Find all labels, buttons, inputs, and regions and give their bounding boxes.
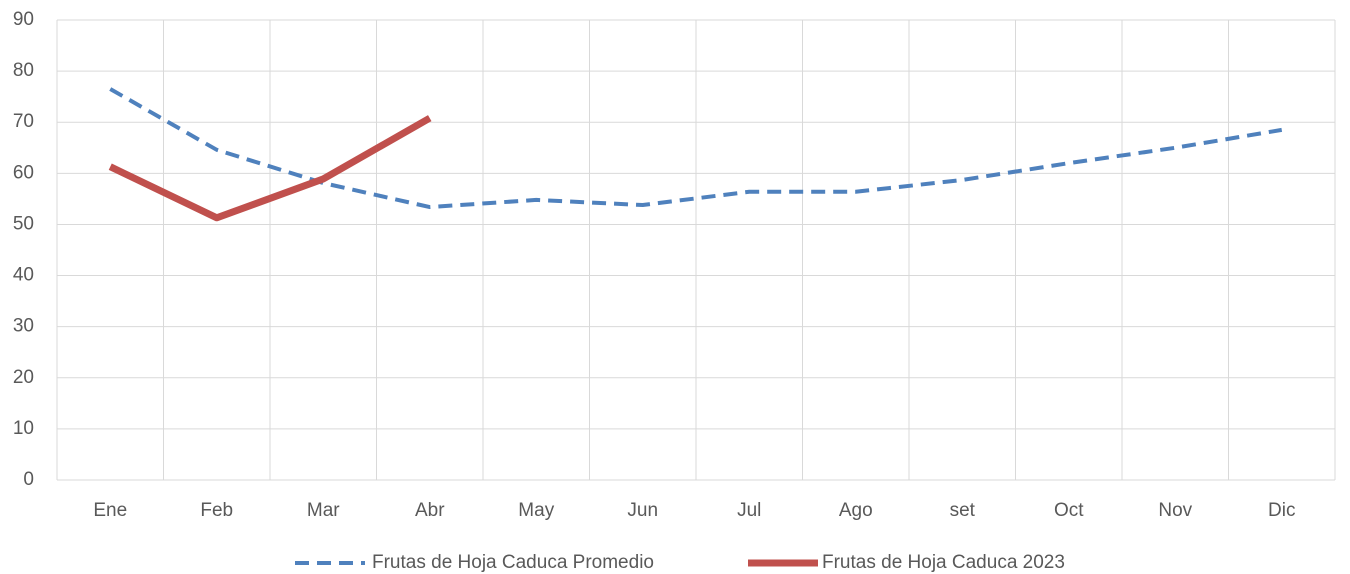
x-tick-label: Dic bbox=[1268, 500, 1295, 521]
series-line bbox=[108, 115, 432, 222]
y-tick-label: 10 bbox=[13, 418, 34, 439]
x-tick-label: Jun bbox=[627, 500, 658, 521]
x-tick-label: Jul bbox=[737, 500, 761, 521]
x-tick-label: Nov bbox=[1158, 500, 1192, 521]
y-tick-label: 80 bbox=[13, 60, 34, 81]
y-tick-label: 30 bbox=[13, 316, 34, 337]
y-tick-label: 0 bbox=[23, 469, 34, 490]
x-tick-label: May bbox=[518, 500, 554, 521]
x-tick-label: Ene bbox=[93, 500, 127, 521]
y-tick-label: 40 bbox=[13, 265, 34, 286]
y-tick-label: 60 bbox=[13, 162, 34, 183]
x-tick-label: Feb bbox=[200, 500, 233, 521]
legend-label: Frutas de Hoja Caduca Promedio bbox=[372, 552, 654, 573]
y-tick-label: 90 bbox=[13, 9, 34, 30]
x-tick-label: set bbox=[950, 500, 976, 521]
x-tick-label: Ago bbox=[839, 500, 873, 521]
x-tick-label: Mar bbox=[307, 500, 340, 521]
legend-label: Frutas de Hoja Caduca 2023 bbox=[822, 552, 1065, 573]
x-tick-label: Oct bbox=[1054, 500, 1084, 521]
y-tick-label: 70 bbox=[13, 111, 34, 132]
y-tick-label: 50 bbox=[13, 213, 34, 234]
x-tick-label: Abr bbox=[415, 500, 445, 521]
series-line bbox=[109, 87, 1283, 210]
y-tick-label: 20 bbox=[13, 367, 34, 388]
